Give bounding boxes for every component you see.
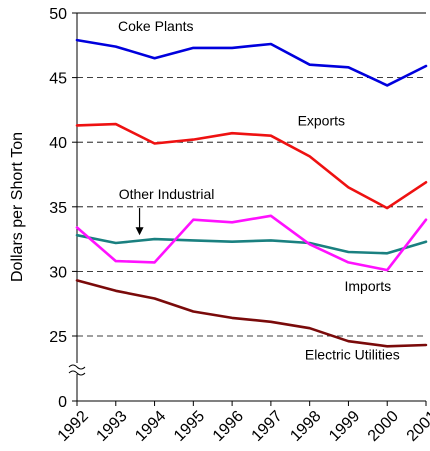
series-label-electric-utilities: Electric Utilities: [305, 346, 400, 362]
x-tick-label: 1995: [171, 408, 208, 445]
series-lines: [75, 38, 428, 348]
y-tick-label: 40: [49, 135, 67, 152]
y-tick-label: 50: [49, 6, 67, 23]
x-tick-label: 2001: [404, 408, 430, 445]
series-line-coke-plants: [75, 38, 428, 87]
y-tick-label: 0: [58, 394, 67, 411]
series-label-coke-plants: Coke Plants: [118, 18, 193, 34]
axis-break-mark-upper: [68, 364, 86, 370]
x-tick-label: 2000: [365, 408, 402, 445]
y-tick-label: 25: [49, 329, 67, 346]
other-industrial-arrow-head: [135, 227, 144, 236]
y-axis-break: [68, 363, 86, 376]
y-tick-label: 30: [49, 264, 67, 281]
x-tick-label: 1992: [55, 408, 92, 445]
x-tick-label: 1994: [132, 408, 169, 445]
y-tick-label: 35: [49, 200, 67, 217]
series-line-imports: [75, 214, 428, 272]
x-tick-label: 1997: [249, 408, 286, 445]
series-line-other-industrial: [75, 233, 428, 255]
gridlines: [77, 77, 426, 337]
series-line-exports: [75, 122, 428, 210]
x-tick-label: 1998: [287, 408, 324, 445]
series-labels: Coke Plants Exports Other Industrial Import…: [118, 18, 400, 362]
x-tick-label: 1996: [210, 408, 247, 445]
series-line-electric-utilities: [75, 279, 428, 348]
series-label-other-industrial: Other Industrial: [119, 186, 215, 202]
axis-break-gap: [69, 363, 85, 374]
y-tick-label: 45: [49, 71, 67, 88]
x-tick-label: 1999: [326, 408, 363, 445]
axis-break-mark-lower: [68, 370, 86, 376]
y-axis-label: Dollars per Short Ton: [9, 132, 26, 282]
series-label-exports: Exports: [298, 112, 345, 128]
series-label-imports: Imports: [344, 278, 391, 294]
x-tick-label: 1993: [93, 408, 130, 445]
